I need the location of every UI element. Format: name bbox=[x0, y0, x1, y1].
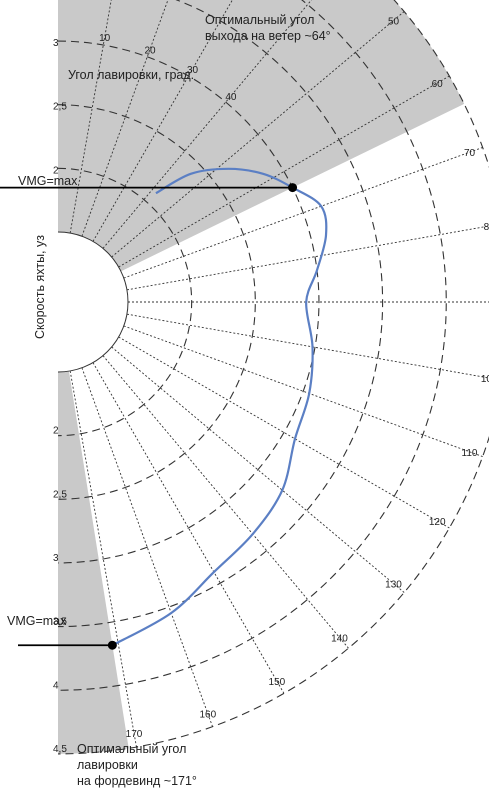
speed-axis-title: Скорость яхты, уз bbox=[33, 235, 47, 339]
speed-tick-label-lower: 2,5 bbox=[53, 489, 67, 500]
angle-tick-label: 140 bbox=[331, 634, 348, 645]
downwind-no-go-zone bbox=[58, 302, 129, 754]
angle-tick-label: 120 bbox=[429, 517, 446, 528]
angle-tick-label: 80 bbox=[484, 222, 489, 233]
no-go-zones bbox=[58, 0, 465, 754]
speed-tick-label-upper: 2 bbox=[53, 165, 59, 176]
angle-tick-label: 30 bbox=[187, 65, 199, 76]
angle-tick-label: 110 bbox=[462, 448, 478, 459]
angle-tick-label: 60 bbox=[432, 79, 444, 90]
grid bbox=[57, 0, 489, 755]
speed-ring bbox=[57, 0, 384, 628]
angle-tick-label: 40 bbox=[225, 92, 237, 103]
angle-spoke bbox=[102, 355, 349, 649]
angle-tick-label: 130 bbox=[385, 580, 402, 591]
downwind-caption-line-1: Оптимальный угол bbox=[77, 742, 187, 756]
downwind-caption-line-2: лавировки bbox=[77, 758, 138, 772]
speed-tick-label-lower: 3,5 bbox=[53, 617, 67, 628]
angle-tick-label: 100 bbox=[481, 374, 489, 385]
angle-tick-label: 160 bbox=[199, 710, 216, 721]
upwind-caption-line-2: выхода на ветер ~64° bbox=[205, 29, 331, 43]
angle-tick-label: 70 bbox=[464, 148, 476, 159]
speed-tick-label-lower: 3 bbox=[53, 553, 59, 564]
speed-ring bbox=[57, 167, 193, 437]
polar-curve bbox=[111, 167, 328, 647]
upwind-caption: Оптимальный угол выхода на ветер ~64° bbox=[205, 12, 331, 44]
speed-ring bbox=[57, 104, 256, 500]
downwind-caption: Оптимальный угол лавировки на фордевинд … bbox=[77, 741, 197, 789]
vmg-upper-label: VMG=max bbox=[18, 174, 78, 188]
upwind-no-go-zone bbox=[58, 0, 465, 302]
angle-axis-title: Угол лавировки, град. bbox=[68, 68, 194, 82]
speed-tick-label-upper: 2,5 bbox=[53, 102, 67, 113]
polar-curve-layer bbox=[0, 167, 328, 650]
angle-tick-label: 10 bbox=[99, 33, 111, 44]
vmg-lower-label: VMG=max bbox=[7, 614, 67, 628]
angle-spoke bbox=[118, 336, 450, 529]
tick-labels: 1020304050607080901001101201301401501601… bbox=[53, 17, 489, 755]
speed-tick-label-lower: 4,5 bbox=[53, 744, 67, 755]
upwind-caption-line-1: Оптимальный угол bbox=[205, 13, 315, 27]
angle-tick-label: 50 bbox=[388, 17, 400, 28]
speed-ring bbox=[57, 40, 320, 564]
downwind-caption-line-3: на фордевинд ~171° bbox=[77, 774, 197, 788]
angle-tick-label: 170 bbox=[126, 729, 143, 740]
vmg-lower-marker bbox=[107, 640, 117, 650]
vmg-upper-marker bbox=[288, 183, 298, 193]
speed-tick-label-lower: 4 bbox=[53, 680, 59, 691]
angle-tick-label: 20 bbox=[144, 45, 156, 56]
speed-tick-label-lower: 2 bbox=[53, 426, 59, 437]
speed-tick-label-upper: 3 bbox=[53, 38, 59, 49]
angle-tick-label: 150 bbox=[269, 677, 286, 688]
inner-hub bbox=[58, 232, 128, 372]
